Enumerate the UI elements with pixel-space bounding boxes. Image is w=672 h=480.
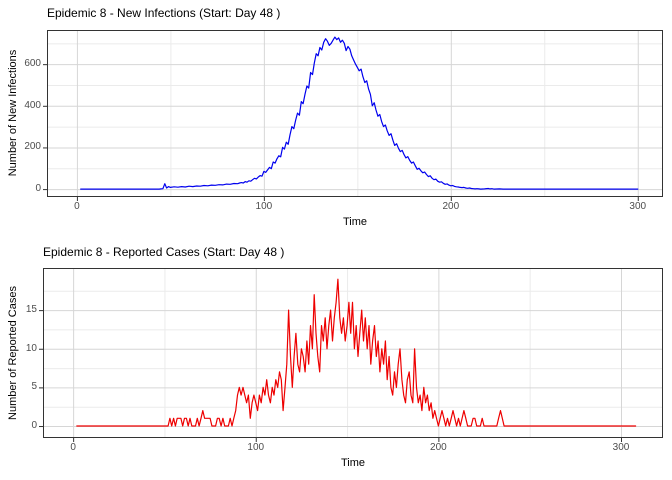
y-tick-label: 0	[31, 420, 37, 432]
y-tick-label: 10	[25, 342, 37, 354]
x-tick-label: 0	[74, 201, 80, 212]
x-tick-label: 200	[442, 201, 460, 212]
x-tick-label: 300	[612, 442, 630, 453]
y-tick-label: 0	[35, 183, 41, 195]
series-line	[80, 36, 639, 190]
y-tick-label: 200	[24, 141, 41, 153]
panel-border	[47, 30, 663, 197]
y-tick-label: 5	[31, 381, 37, 393]
chart-title-new-infections: Epidemic 8 - New Infections (Start: Day …	[47, 6, 281, 20]
x-tick-label: 200	[430, 442, 447, 453]
panel-background	[43, 268, 663, 438]
x-axis-title-time-bottom: Time	[340, 457, 366, 469]
x-tick-label: 300	[629, 201, 647, 212]
x-tick-label: 0	[70, 442, 76, 453]
series-line	[76, 278, 637, 427]
x-axis-title-time-top: Time	[342, 216, 368, 228]
y-tick-label: 600	[24, 58, 41, 70]
x-tick-label: 100	[255, 201, 273, 212]
y-tick-label: 400	[24, 99, 41, 111]
chart-title-reported-cases: Epidemic 8 - Reported Cases (Start: Day …	[43, 245, 285, 259]
panel-border	[43, 268, 663, 438]
x-tick-label: 100	[247, 442, 265, 453]
y-tick-label: 15	[25, 304, 37, 316]
